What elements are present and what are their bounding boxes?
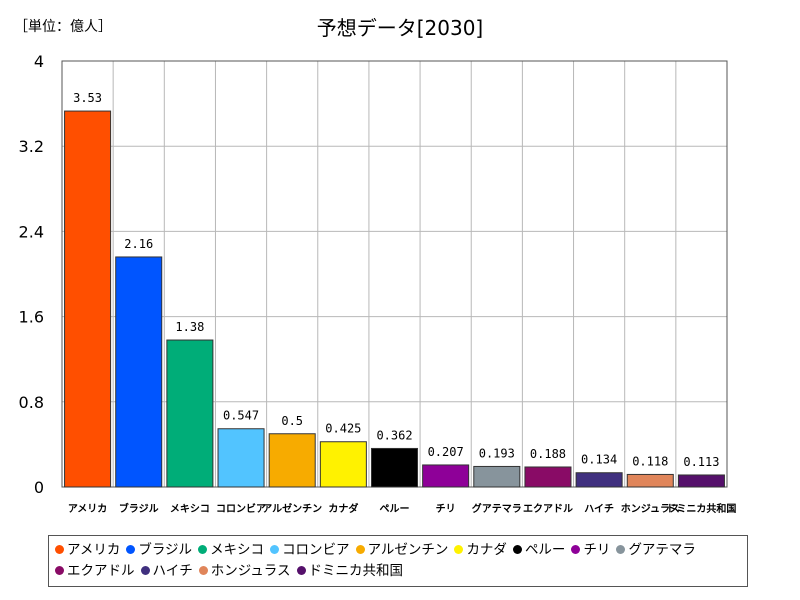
legend-marker — [55, 566, 64, 575]
legend-label: ハイチ — [152, 563, 193, 579]
data-label: 0.207 — [428, 445, 464, 459]
legend-label: ホンジュラス — [210, 563, 291, 579]
legend-label: エクアドル — [67, 563, 135, 579]
bar — [370, 447, 419, 488]
unit-label: ［単位：億人］ — [14, 19, 112, 35]
legend-marker — [55, 545, 64, 554]
bar — [319, 441, 367, 488]
y-tick-label: 4 — [34, 52, 44, 71]
legend-marker — [616, 545, 626, 554]
x-tick-label: メキシコ — [170, 503, 210, 515]
legend-item: メキシコ — [198, 540, 264, 561]
legend-item: ハイチ — [140, 561, 193, 582]
legend-marker — [454, 545, 464, 554]
bar-chart: 0 0.8 1.6 2.4 3.2 4 3.53 アメリカ 2.16 ブラジル 1.38 メキシコ 0.… — [19, 52, 737, 515]
bar — [64, 110, 112, 488]
legend-item: アルゼンチン — [355, 540, 449, 561]
bar — [575, 472, 623, 488]
bar — [422, 464, 470, 488]
legend-marker — [355, 545, 365, 554]
legend-item: グアテマラ — [616, 540, 696, 561]
x-tick-label: グアテマラ — [472, 502, 522, 515]
y-tick-label: 2.4 — [19, 222, 44, 241]
legend-label: ペルー — [524, 542, 566, 558]
legend-label: チリ — [583, 542, 611, 558]
legend-item: コロンビア — [270, 540, 350, 561]
data-label: 0.113 — [683, 455, 719, 469]
legend-label: ドミニカ共和国 — [308, 563, 404, 579]
legend-marker — [270, 545, 280, 554]
chart-legend: アメリカ ブラジル メキシコ コロンビア アルゼンチン カナダ ペルー チリ グアテマラエクアド… — [48, 535, 748, 587]
data-label: 1.38 — [175, 320, 204, 334]
data-label: 0.362 — [376, 428, 412, 442]
bar — [626, 473, 674, 488]
bar — [166, 339, 214, 488]
legend-marker — [140, 566, 150, 575]
legend-label: カナダ — [466, 542, 507, 558]
data-label: 0.5 — [281, 414, 303, 428]
bar — [473, 465, 521, 488]
legend-label: コロンビア — [282, 542, 350, 558]
data-label: 2.16 — [124, 237, 153, 251]
x-tick-label: コロンビア — [216, 502, 266, 515]
y-tick-label: 0.8 — [19, 393, 44, 412]
data-label: 3.53 — [73, 91, 102, 105]
legend-item: ドミニカ共和国 — [296, 561, 404, 582]
legend-item: アメリカ — [55, 540, 120, 561]
legend-label: グアテマラ — [628, 542, 696, 558]
data-label: 0.134 — [581, 453, 617, 467]
bar — [268, 433, 316, 488]
legend-label: アメリカ — [67, 542, 121, 558]
legend-marker — [126, 545, 136, 554]
data-label: 0.193 — [479, 446, 515, 460]
x-tick-label: エクアドル — [523, 503, 573, 515]
x-tick-label: ドミニカ共和国 — [666, 502, 736, 515]
data-label: 0.425 — [325, 422, 361, 436]
legend-item: エクアドル — [55, 561, 135, 582]
bar — [217, 428, 265, 488]
legend-marker — [512, 545, 522, 554]
x-tick-label: アルゼンチン — [262, 502, 322, 515]
x-tick-label: ブラジル — [119, 502, 159, 515]
x-tick-label: ホンジュラス — [621, 503, 680, 515]
x-tick-label: アメリカ — [68, 503, 108, 515]
legend-item: ブラジル — [126, 540, 192, 561]
bar — [677, 474, 725, 488]
x-tick-label: ペルー — [380, 504, 410, 515]
legend-marker — [296, 566, 306, 575]
legend-label: アルゼンチン — [367, 542, 449, 558]
x-tick-label: チリ — [436, 503, 456, 515]
data-label: 0.118 — [632, 454, 668, 468]
legend-item: ホンジュラス — [198, 561, 291, 582]
x-tick-label: ハイチ — [584, 503, 614, 515]
legend-item: チリ — [571, 540, 610, 561]
data-label: 0.547 — [223, 409, 259, 423]
legend-item: カナダ — [454, 540, 507, 561]
legend-marker — [198, 566, 208, 575]
y-tick-label: 1.6 — [19, 308, 44, 327]
legend-label: ブラジル — [138, 542, 193, 558]
bar — [115, 256, 163, 488]
y-tick-label: 3.2 — [19, 137, 44, 156]
data-label: 0.188 — [530, 447, 566, 461]
legend-marker — [571, 545, 581, 554]
bar — [524, 466, 572, 488]
legend-marker — [198, 545, 208, 554]
x-tick-label: カナダ — [328, 502, 358, 515]
y-tick-label: 0 — [34, 478, 44, 497]
chart-title: 予想データ[2030] — [316, 16, 484, 40]
legend-label: メキシコ — [210, 542, 265, 558]
legend-item: ペルー — [512, 540, 566, 561]
